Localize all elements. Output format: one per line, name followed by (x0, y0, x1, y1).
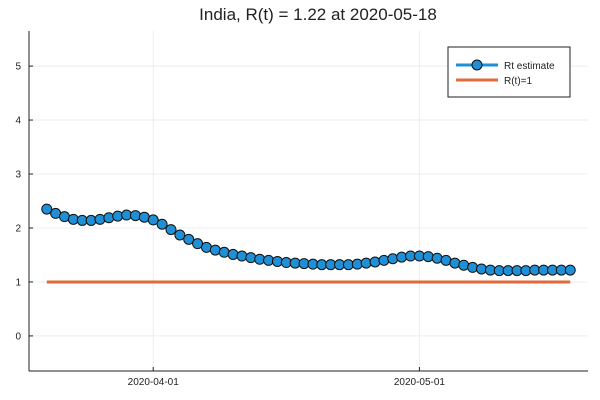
x-tick-label: 2020-04-01 (128, 377, 180, 388)
rt-estimate-point (94, 213, 106, 225)
legend-ref-label: R(t)=1 (504, 76, 533, 87)
rt-estimate-point (183, 233, 195, 245)
y-tick-label: 5 (15, 62, 21, 73)
rt-estimate-point (449, 257, 461, 269)
rt-estimate-point (378, 254, 390, 266)
y-tick-label: 4 (15, 116, 21, 127)
legend-rt-label: Rt estimate (504, 61, 555, 72)
y-tick-label: 2 (15, 223, 21, 234)
legend-box (447, 46, 571, 98)
x-tick-label: 2020-05-01 (394, 377, 446, 388)
axes (28, 31, 588, 372)
rt-estimate-point (467, 261, 479, 273)
rt-estimate-point (41, 203, 53, 215)
chart-title: India, R(t) = 1.22 at 2020-05-18 (199, 5, 437, 24)
rt-estimate-point (564, 264, 576, 276)
rt-estimate-point (245, 252, 257, 264)
rt-estimate-point (218, 246, 230, 258)
rt-estimate-point (129, 210, 141, 222)
rt-estimate-point (458, 259, 470, 271)
rt-estimate-point (236, 250, 248, 262)
y-tick-label: 3 (15, 170, 21, 181)
y-tick-label: 1 (15, 277, 21, 288)
rt-estimate-point (103, 212, 115, 224)
series-rt-estimate (41, 203, 576, 277)
rt-estimate-point (165, 224, 177, 236)
rt-estimate-point (422, 251, 434, 263)
rt-estimate-point (431, 252, 443, 264)
rt-estimate-point (369, 256, 381, 268)
y-tick-label: 0 (15, 331, 21, 342)
legend-rt-marker (471, 59, 483, 71)
rt-estimate-point (147, 214, 159, 226)
rt-estimate-point (209, 244, 221, 256)
legend: Rt estimate R(t)=1 (447, 46, 571, 98)
rt-estimate-point (227, 248, 239, 260)
tick-labels: 0 1 2 3 4 5 2020-04-01 2020-05-01 (15, 62, 445, 388)
rt-estimate-point (387, 253, 399, 265)
rt-estimate-point (174, 229, 186, 241)
rt-estimate-point (156, 218, 168, 230)
